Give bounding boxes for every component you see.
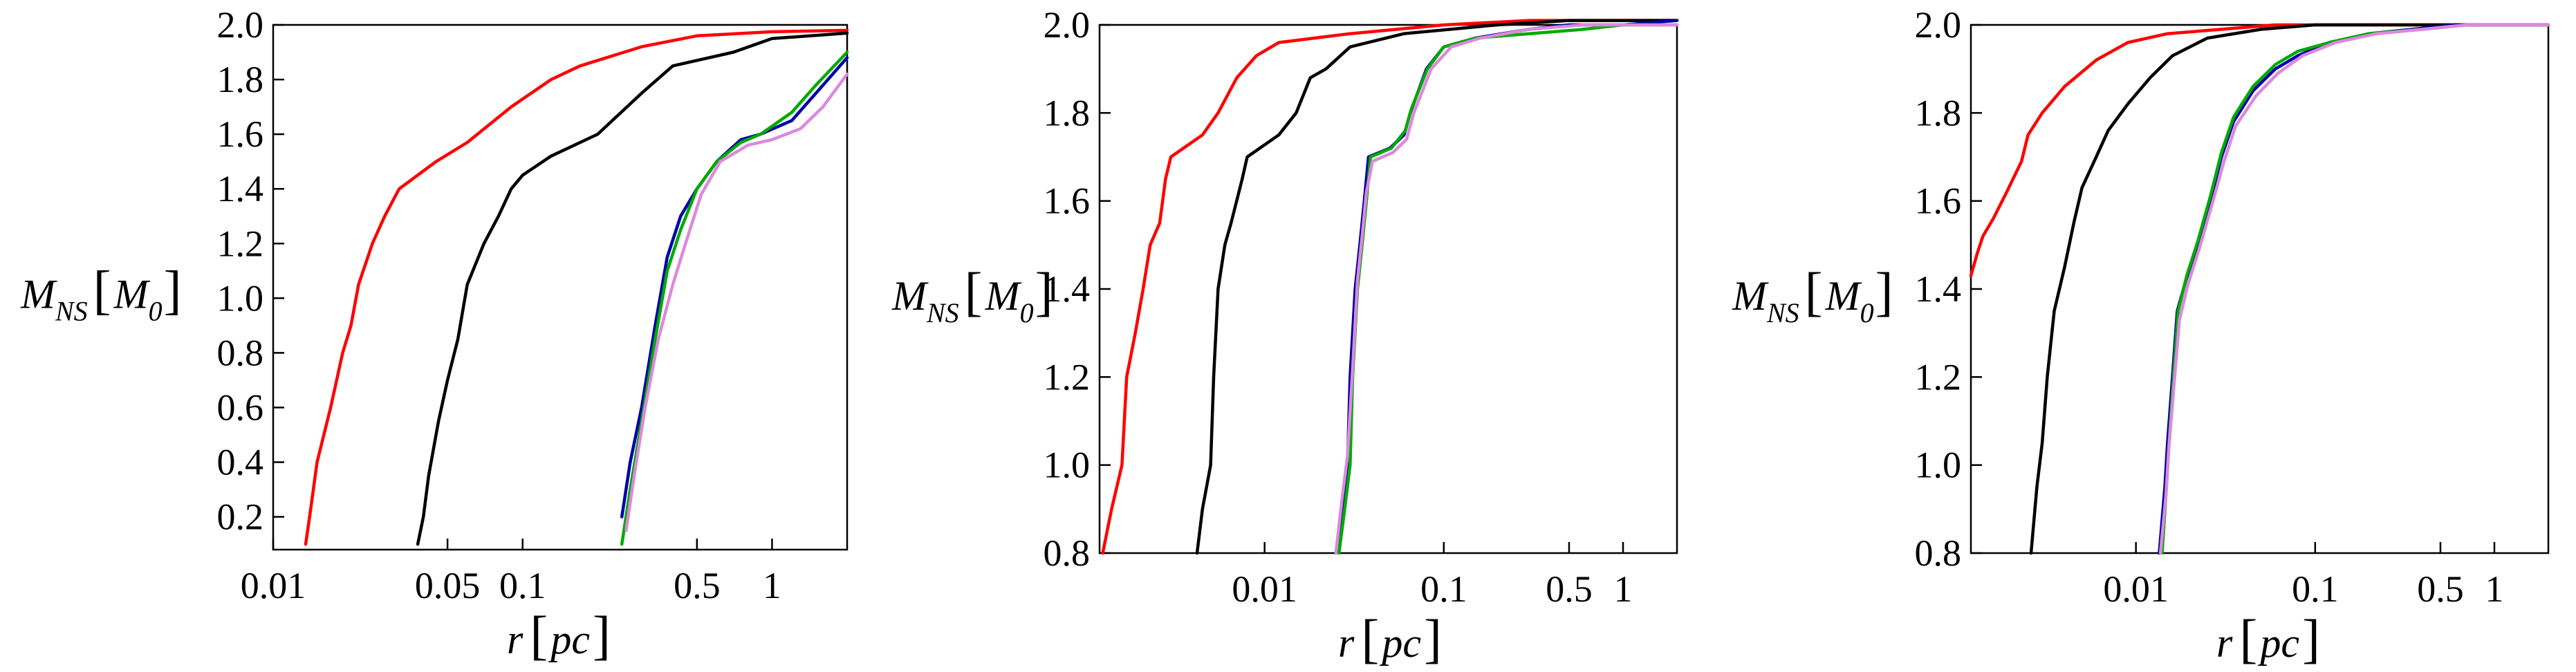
y-tick-label: 1.4 <box>1044 268 1091 310</box>
series-line-4 <box>2160 23 2550 555</box>
series-line-3 <box>2158 23 2550 555</box>
plot-frame <box>1970 24 2550 554</box>
y-tick-label: 1.8 <box>1915 92 1962 133</box>
y-axis-var: M <box>1732 273 1769 319</box>
x-axis-unit: pc <box>548 617 590 662</box>
x-tick-label: 0.05 <box>415 565 481 606</box>
y-axis-subscript: NS <box>55 296 88 327</box>
y-axis-bracket-close: ] <box>164 260 182 320</box>
x-tick-label: 0.01 <box>1232 568 1297 610</box>
series-line-4 <box>1337 23 1679 555</box>
y-axis-label: MNS [M0] <box>20 260 182 327</box>
x-axis-label: r [pc] <box>2216 608 2320 669</box>
x-tick-label: 1 <box>763 565 781 606</box>
y-axis-bracket-close: ] <box>1875 261 1893 321</box>
y-tick-label: 1.2 <box>1044 356 1091 398</box>
x-axis-bracket-close: ] <box>1424 608 1442 669</box>
y-axis-unit: M <box>1825 273 1862 319</box>
y-axis-var: M <box>20 272 57 317</box>
y-axis-bracket-open: [ <box>1805 261 1823 321</box>
y-tick-label: 0.6 <box>217 386 264 428</box>
series-line-4 <box>620 50 849 546</box>
y-tick-label: 2.0 <box>1915 4 1962 46</box>
series-line-2 <box>2029 23 2550 555</box>
y-tick-label: 1.0 <box>1044 445 1091 486</box>
y-tick-label: 1.6 <box>217 113 264 155</box>
y-axis-var: M <box>891 273 929 319</box>
series-line-5 <box>624 72 849 532</box>
y-tick-label: 1.6 <box>1915 180 1962 222</box>
x-tick-label: 0.1 <box>1420 568 1467 610</box>
x-tick-label: 0.5 <box>2417 568 2464 610</box>
x-tick-label: 1 <box>2485 568 2503 610</box>
series-line-1 <box>1969 23 2550 278</box>
y-tick-label: 1.4 <box>217 168 264 209</box>
x-axis-bracket-close: ] <box>2302 608 2320 669</box>
y-axis-subscript: NS <box>1766 297 1799 328</box>
x-axis-label: r [pc] <box>1338 608 1442 669</box>
x-tick-label: 0.1 <box>499 565 546 606</box>
x-axis-var: r <box>507 617 523 662</box>
series-line-1 <box>304 28 849 546</box>
series-line-5 <box>1334 23 1679 555</box>
x-axis-bracket-open: [ <box>2239 608 2257 669</box>
series-line-2 <box>416 31 849 546</box>
series-line-5 <box>2158 23 2550 555</box>
y-tick-label: 2.0 <box>1044 4 1091 46</box>
x-axis-var: r <box>2216 620 2233 666</box>
y-axis-unit: M <box>113 272 151 317</box>
y-tick-label: 0.8 <box>1915 532 1962 574</box>
x-axis-bracket-open: [ <box>530 605 548 665</box>
y-axis-unit: M <box>985 273 1022 319</box>
y-tick-label: 1.0 <box>217 277 264 319</box>
y-axis-bracket-open: [ <box>93 260 111 320</box>
y-axis-subscript: NS <box>926 297 959 328</box>
y-tick-label: 1.2 <box>217 223 264 264</box>
y-tick-label: 1.8 <box>217 59 264 100</box>
x-axis-label: r [pc] <box>507 605 611 665</box>
y-tick-label: 0.4 <box>217 442 264 483</box>
x-axis-bracket-close: ] <box>593 605 611 665</box>
y-tick-label: 1.8 <box>1044 92 1091 133</box>
y-tick-label: 0.8 <box>217 332 264 373</box>
y-tick-label: 2.0 <box>217 4 264 46</box>
x-axis-unit: pc <box>2257 620 2299 666</box>
x-tick-label: 1 <box>1613 568 1632 610</box>
y-axis-unit-subscript: 0 <box>1860 297 1874 328</box>
x-tick-label: 0.01 <box>241 565 306 606</box>
x-tick-label: 0.1 <box>2292 568 2339 610</box>
y-axis-bracket-open: [ <box>965 261 983 321</box>
x-tick-label: 0.01 <box>2103 568 2169 610</box>
chart-panel-1: 0.2 0.4 0.6 0.8 1.0 1.2 1.4 1.6 1.8 2.0 0.01 0.05 0.… <box>20 4 849 665</box>
y-tick-label: 0.2 <box>217 496 264 538</box>
x-axis-var: r <box>1338 620 1355 666</box>
x-tick-label: 0.5 <box>674 565 721 606</box>
series-line-2 <box>1195 19 1679 555</box>
x-axis-unit: pc <box>1379 620 1421 666</box>
plot-frame <box>1098 24 1678 554</box>
y-tick-label: 1.0 <box>1915 445 1962 486</box>
series-line-1 <box>1101 19 1679 555</box>
plot-frame <box>272 24 849 551</box>
y-axis-unit-subscript: 0 <box>149 296 163 327</box>
y-axis-unit-subscript: 0 <box>1020 297 1034 328</box>
y-tick-label: 0.8 <box>1044 532 1091 574</box>
x-axis-bracket-open: [ <box>1361 608 1379 669</box>
series-line-3 <box>620 56 849 519</box>
y-tick-label: 1.4 <box>1915 268 1962 310</box>
y-axis-label: MNS [M0] <box>891 261 1053 328</box>
x-tick-label: 0.5 <box>1546 568 1593 610</box>
series-line-3 <box>1334 19 1679 555</box>
y-axis-label: MNS [M0] <box>1732 261 1893 328</box>
y-tick-label: 1.6 <box>1044 180 1091 222</box>
y-axis-bracket-close: ] <box>1035 261 1053 321</box>
y-tick-label: 1.2 <box>1915 356 1962 398</box>
